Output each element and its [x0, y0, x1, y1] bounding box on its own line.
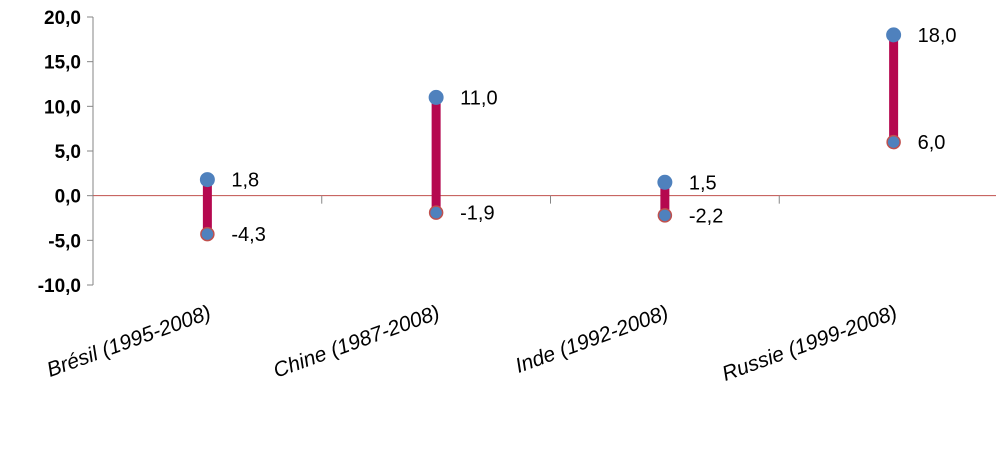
- low-marker: [886, 134, 901, 150]
- y-tick-label: -5,0: [48, 231, 81, 252]
- low-value-label: 6,0: [918, 132, 946, 154]
- y-tick-label: 20,0: [44, 8, 81, 29]
- y-tick-label: 15,0: [44, 53, 81, 74]
- low-marker: [657, 208, 673, 223]
- high-marker: [199, 172, 215, 188]
- high-value-label: 1,8: [231, 170, 259, 192]
- x-tick-label: Russie (1999-2008): [719, 301, 900, 386]
- high-marker: [428, 89, 444, 105]
- low-value-label: -4,3: [231, 224, 265, 246]
- high-marker: [886, 27, 902, 43]
- x-tick-label: Brésil (1995-2008): [44, 301, 214, 382]
- range-bars: [202, 34, 899, 235]
- y-tick-label: 10,0: [44, 97, 81, 118]
- x-tick-label: Inde (1992-2008): [512, 301, 671, 378]
- x-tick-label: Chine (1987-2008): [270, 301, 442, 383]
- y-tick-label: 0,0: [55, 187, 81, 208]
- low-marker: [428, 205, 444, 220]
- low-value-label: -1,9: [460, 203, 494, 225]
- low-marker: [200, 226, 215, 242]
- high-value-label: 1,5: [689, 172, 717, 194]
- data-markers: [199, 27, 902, 242]
- high-value-label: 11,0: [460, 87, 497, 109]
- high-marker: [657, 174, 673, 190]
- low-value-label: -2,2: [689, 205, 723, 227]
- axes: 20,0 15,0 10,0 5,0 0,0 -5,0 -10,0 Brésil (1995-…: [38, 8, 996, 386]
- high-value-label: 18,0: [918, 25, 957, 47]
- y-tick-label: 5,0: [55, 142, 81, 163]
- y-tick-label: -10,0: [38, 276, 81, 297]
- data-labels: 1,8 -4,3 11,0 -1,9 1,5 -2,2 18,0 6,0: [231, 25, 956, 246]
